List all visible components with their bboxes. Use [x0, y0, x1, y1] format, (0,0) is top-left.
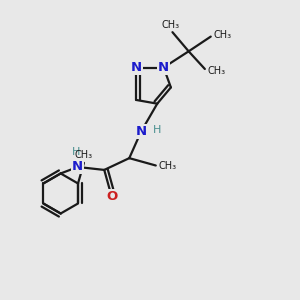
Text: CH₃: CH₃: [208, 66, 226, 76]
Text: CH₃: CH₃: [158, 160, 176, 170]
Text: CH₃: CH₃: [75, 150, 93, 160]
Text: N: N: [158, 61, 169, 74]
Text: H: H: [72, 147, 80, 157]
Text: CH₃: CH₃: [214, 30, 232, 40]
Text: CH₃: CH₃: [162, 20, 180, 30]
Text: N: N: [131, 61, 142, 74]
Text: H: H: [153, 125, 161, 136]
Text: N: N: [72, 160, 83, 173]
Text: O: O: [106, 190, 117, 203]
Text: N: N: [136, 125, 147, 138]
